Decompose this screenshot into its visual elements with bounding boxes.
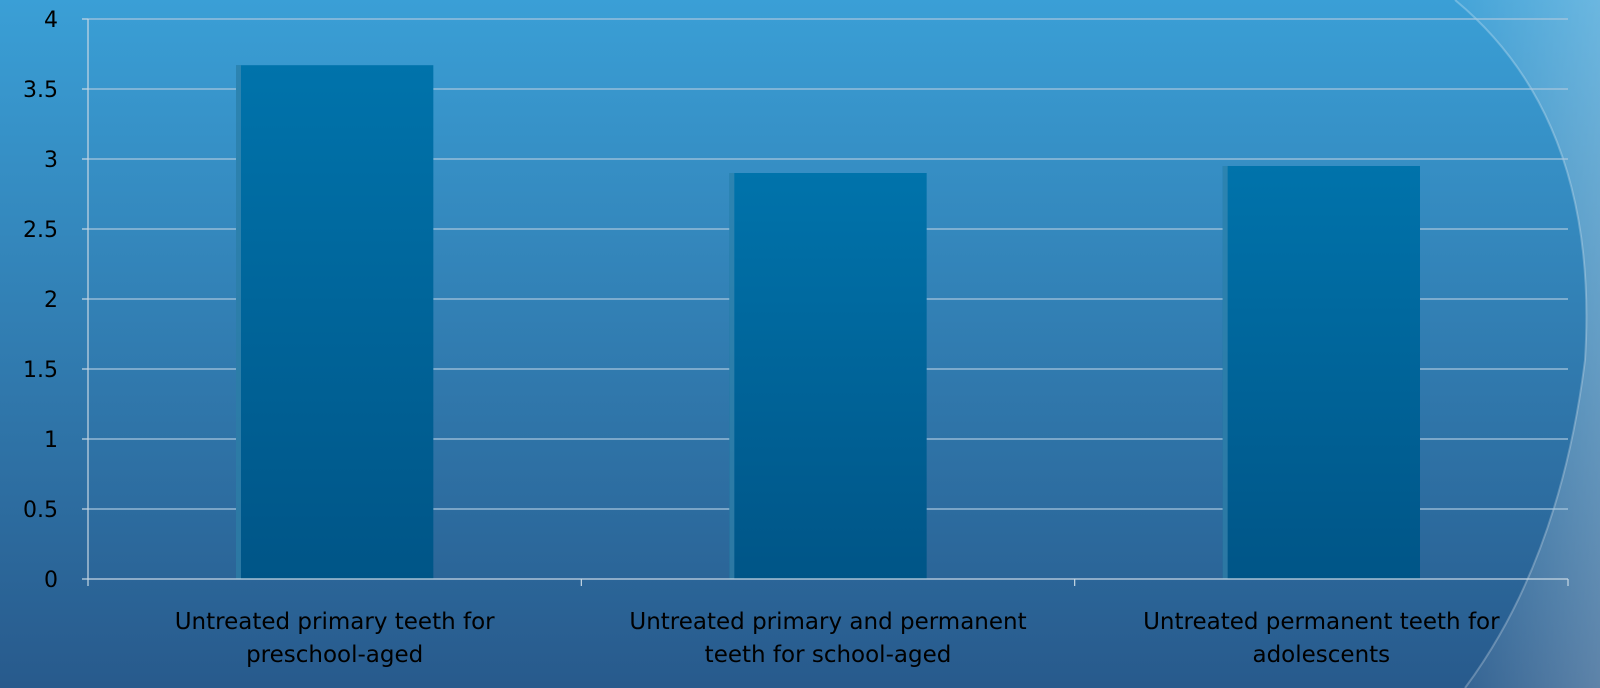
y-tick-label: 1.5 xyxy=(23,358,58,383)
axes xyxy=(87,19,1569,586)
bars xyxy=(236,65,1420,579)
x-tick-label-line: preschool-aged xyxy=(246,642,423,668)
bar-highlight xyxy=(729,173,735,579)
bar-highlight xyxy=(1222,166,1228,579)
y-tick-labels: 0 0.5 1 1.5 2 2.5 3 3.5 4 xyxy=(23,8,58,593)
y-tick-label: 2.5 xyxy=(23,218,58,243)
bar xyxy=(236,65,434,579)
y-tick-label: 3.5 xyxy=(23,78,58,103)
bar xyxy=(729,173,927,579)
x-tick-label-line: Untreated primary teeth for xyxy=(175,609,495,635)
x-tick-label-line: teeth for school-aged xyxy=(705,642,952,668)
bar-highlight xyxy=(236,65,241,579)
x-tick-label-line: Untreated permanent teeth for xyxy=(1143,609,1500,635)
y-tick-label: 4 xyxy=(44,8,58,33)
y-tick-label: 1 xyxy=(44,428,58,453)
x-tick-label-line: Untreated primary and permanent xyxy=(629,609,1026,635)
y-tick-label: 2 xyxy=(44,288,58,313)
y-tick-label: 0 xyxy=(44,568,58,593)
x-tick-label-line: adolescents xyxy=(1252,642,1390,668)
x-tick-label: Untreated permanent teeth for adolescents xyxy=(1143,609,1500,668)
y-tick-label: 3 xyxy=(44,148,58,173)
y-tick-label: 0.5 xyxy=(23,498,58,523)
x-tick-label: Untreated primary and permanent teeth for… xyxy=(629,609,1026,668)
decorative-swoosh-edge xyxy=(1454,0,1588,688)
x-tick-labels: Untreated primary teeth for preschool-age… xyxy=(175,609,1500,668)
bar xyxy=(1222,166,1420,579)
decorative-swoosh xyxy=(1455,0,1600,688)
x-tick-label: Untreated primary teeth for preschool-age… xyxy=(175,609,495,668)
